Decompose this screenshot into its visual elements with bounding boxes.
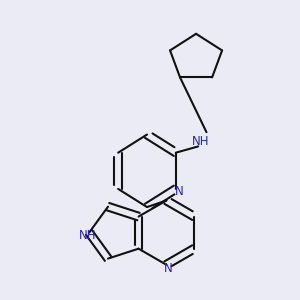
- Text: N: N: [175, 185, 183, 198]
- Text: N: N: [164, 262, 172, 275]
- Text: NH: NH: [79, 229, 96, 242]
- Text: NH: NH: [192, 135, 210, 148]
